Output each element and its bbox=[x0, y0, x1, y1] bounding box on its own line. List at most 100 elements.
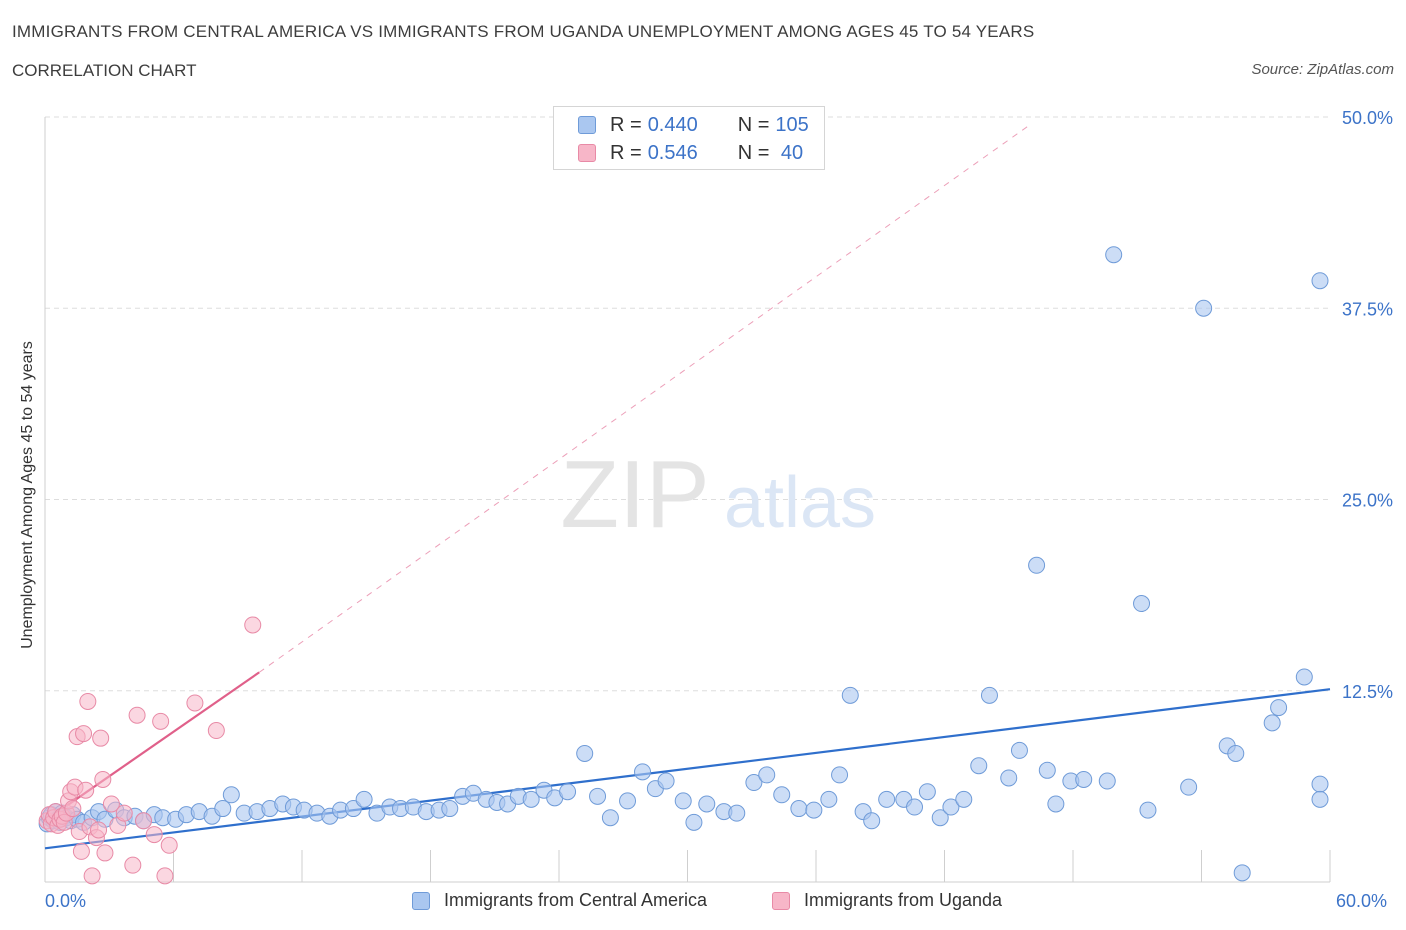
y-tick-label: 50.0% bbox=[1342, 108, 1393, 128]
y-axis-label: Unemployment Among Ages 45 to 54 years bbox=[19, 341, 36, 649]
data-point-central-america bbox=[1311, 272, 1329, 290]
data-point-central-america bbox=[970, 757, 988, 775]
data-point-central-america bbox=[1028, 556, 1046, 574]
data-point-central-america bbox=[1270, 699, 1288, 717]
data-point-central-america bbox=[805, 801, 823, 819]
axes bbox=[44, 117, 1331, 883]
data-point-central-america bbox=[820, 790, 838, 808]
data-point-central-america bbox=[619, 792, 637, 810]
chart-subtitle: CORRELATION CHART bbox=[12, 61, 197, 80]
legend-r-label: R = bbox=[610, 113, 642, 136]
data-point-uganda bbox=[244, 616, 262, 634]
data-point-central-america bbox=[1139, 801, 1157, 819]
data-point-central-america bbox=[1263, 714, 1281, 732]
y-tick-label: 12.5% bbox=[1342, 682, 1393, 702]
data-point-central-america bbox=[728, 804, 746, 822]
y-tick-label: 37.5% bbox=[1342, 299, 1393, 319]
data-point-central-america bbox=[1295, 668, 1313, 686]
data-point-central-america bbox=[790, 800, 808, 818]
y-tick-labels: 50.0% 37.5% 25.0% 12.5% bbox=[1342, 108, 1393, 702]
data-point-uganda bbox=[115, 804, 133, 822]
data-point-uganda bbox=[124, 856, 142, 874]
data-point-central-america bbox=[576, 744, 594, 762]
data-point-central-america bbox=[1098, 772, 1116, 790]
data-point-central-america bbox=[589, 787, 607, 805]
legend-n-value: 105 bbox=[775, 113, 809, 136]
data-point-uganda bbox=[128, 706, 146, 724]
y-tick-label: 25.0% bbox=[1342, 491, 1393, 511]
bottom-legend-label: Immigrants from Central America bbox=[444, 890, 708, 910]
data-point-uganda bbox=[83, 867, 101, 885]
data-point-central-america bbox=[942, 798, 960, 816]
data-point-central-america bbox=[1038, 761, 1056, 779]
source-label: Source: ZipAtlas.com bbox=[1251, 61, 1394, 78]
legend-swatch-blue bbox=[578, 116, 596, 134]
legend-n-label: N = bbox=[737, 141, 770, 164]
x-tick-min: 0.0% bbox=[45, 891, 87, 911]
data-point-uganda bbox=[75, 725, 93, 743]
data-point-uganda bbox=[96, 844, 114, 862]
series-central-america bbox=[38, 246, 1329, 882]
bottom-legend-uganda: Immigrants from Uganda bbox=[772, 890, 1002, 911]
data-point-uganda bbox=[64, 800, 82, 818]
data-point-uganda bbox=[79, 692, 97, 710]
data-point-central-america bbox=[1075, 770, 1093, 788]
data-point-uganda bbox=[92, 729, 110, 747]
data-point-central-america bbox=[1180, 778, 1198, 796]
data-point-central-america bbox=[1227, 744, 1245, 762]
data-point-uganda bbox=[90, 821, 108, 839]
data-point-central-america bbox=[355, 790, 373, 808]
legend-swatch-pink bbox=[578, 144, 596, 162]
chart-title: IMMIGRANTS FROM CENTRAL AMERICA VS IMMIG… bbox=[12, 22, 1035, 41]
trend-extension-uganda bbox=[258, 124, 1031, 673]
data-point-central-america bbox=[878, 790, 896, 808]
data-point-central-america bbox=[906, 798, 924, 816]
data-point-central-america bbox=[1105, 246, 1123, 264]
data-point-uganda bbox=[77, 781, 95, 799]
data-point-uganda bbox=[186, 694, 204, 712]
data-point-uganda bbox=[156, 867, 174, 885]
trend-line-central-america bbox=[44, 688, 1331, 850]
legend-n-value: 40 bbox=[775, 141, 804, 164]
data-point-central-america bbox=[863, 812, 881, 830]
legend-r-value: 0.440 bbox=[647, 113, 698, 136]
data-point-central-america bbox=[214, 800, 232, 818]
data-point-central-america bbox=[1047, 795, 1065, 813]
data-point-central-america bbox=[698, 795, 716, 813]
data-point-uganda bbox=[207, 722, 225, 740]
stats-legend: R = 0.440 N = 105 R = 0.546 N = 40 bbox=[553, 106, 825, 170]
watermark-zip: ZIP bbox=[560, 441, 709, 548]
legend-row-central-america: R = 0.440 N = 105 bbox=[578, 113, 809, 137]
data-point-central-america bbox=[1133, 595, 1151, 613]
data-point-central-america bbox=[931, 809, 949, 827]
watermark-atlas: atlas bbox=[724, 463, 876, 543]
data-point-central-america bbox=[1000, 769, 1018, 787]
data-point-central-america bbox=[1233, 864, 1251, 882]
data-point-central-america bbox=[745, 774, 763, 792]
data-point-central-america bbox=[601, 809, 619, 827]
x-tick-max: 60.0% bbox=[1336, 891, 1388, 911]
data-point-central-america bbox=[222, 786, 240, 804]
data-point-central-america bbox=[1311, 775, 1329, 793]
data-point-central-america bbox=[674, 792, 692, 810]
data-point-central-america bbox=[522, 790, 540, 808]
legend-row-uganda: R = 0.546 N = 40 bbox=[578, 141, 803, 165]
data-point-uganda bbox=[72, 842, 90, 860]
bottom-legend-label: Immigrants from Uganda bbox=[804, 890, 1003, 910]
bottom-legend-central-america: Immigrants from Central America bbox=[412, 890, 707, 911]
data-point-central-america bbox=[559, 783, 577, 801]
data-point-central-america bbox=[441, 800, 459, 818]
data-point-uganda bbox=[152, 712, 170, 730]
data-point-central-america bbox=[1311, 790, 1329, 808]
bottom-legend-swatch-blue bbox=[412, 891, 430, 910]
data-point-central-america bbox=[831, 766, 849, 784]
data-point-central-america bbox=[918, 783, 936, 801]
legend-r-label: R = bbox=[610, 141, 642, 164]
data-point-central-america bbox=[1195, 299, 1213, 317]
legend-r-value: 0.546 bbox=[647, 141, 698, 164]
data-point-uganda bbox=[135, 812, 153, 830]
data-point-central-america bbox=[955, 790, 973, 808]
data-point-central-america bbox=[1010, 741, 1028, 759]
data-point-central-america bbox=[685, 813, 703, 831]
series-uganda bbox=[38, 616, 262, 885]
